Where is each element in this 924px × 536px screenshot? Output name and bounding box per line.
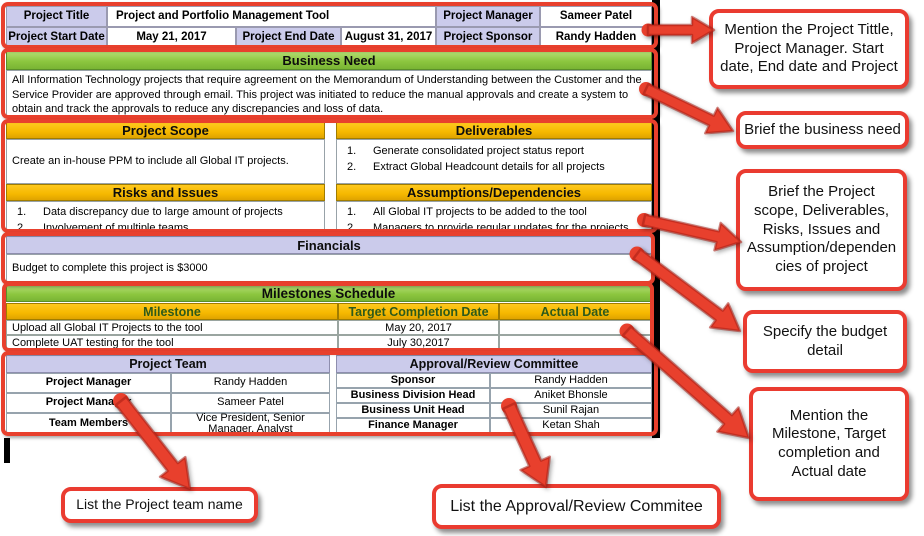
- project-title-label: Project Title: [6, 6, 107, 27]
- actual-date-cell: [499, 335, 651, 350]
- list-item: 1. All Global IT projects to be added to …: [347, 206, 587, 218]
- start-date-value: May 21, 2017: [107, 27, 236, 48]
- committee-role-cell: Business Division Head: [336, 388, 490, 403]
- actual-date-cell: [499, 320, 651, 335]
- committee-header: Approval/Review Committee: [336, 355, 652, 373]
- risks-list: 1. Data discrepancy due to large amount o…: [6, 201, 325, 234]
- list-item: 1. Data discrepancy due to large amount o…: [17, 206, 283, 218]
- list-item: 1. Generate consolidated project status r…: [347, 145, 584, 157]
- list-item: 2. Extract Global Headcount details for a…: [347, 160, 605, 173]
- team-name-cell: Vice President, Senior Manager, Analyst: [171, 412, 330, 435]
- project-title-value: Project and Portfolio Management Tool: [107, 6, 436, 27]
- committee-role-cell: Business Unit Head: [336, 403, 490, 418]
- sponsor-value: Randy Hadden: [540, 27, 652, 48]
- project-scope-text: Create an in-house PPM to include all Gl…: [6, 139, 325, 184]
- start-date-label: Project Start Date: [6, 27, 107, 48]
- team-role-cell: Team Members: [6, 413, 171, 435]
- committee-name-cell: Aniket Bhonsle: [490, 388, 652, 403]
- committee-name-cell: Sunil Rajan: [490, 403, 652, 418]
- team-role-cell: Project Manager: [6, 373, 171, 393]
- risks-header: Risks and Issues: [6, 184, 325, 201]
- team-name-cell: Randy Hadden: [171, 373, 330, 393]
- assumptions-header: Assumptions/Dependencies: [336, 184, 652, 201]
- team-role-cell: Project Manager: [6, 393, 171, 413]
- project-charter-document: Project Title Project and Portfolio Mana…: [4, 0, 660, 463]
- committee-role-cell: Finance Manager: [336, 418, 490, 434]
- list-item: 2. Managers to provide regular updates fo…: [347, 221, 629, 234]
- callout-budget: Specify the budget detail: [743, 310, 907, 373]
- project-manager-value: Sameer Patel: [540, 6, 652, 27]
- team-name-cell: Sameer Patel: [171, 393, 330, 413]
- project-team-header: Project Team: [6, 355, 330, 373]
- callout-business-need: Brief the business need: [736, 111, 909, 149]
- committee-name-cell: Ketan Shah: [490, 418, 652, 434]
- committee-role-cell: Sponsor: [336, 373, 490, 388]
- target-date-cell: May 20, 2017: [338, 320, 499, 335]
- project-scope-header: Project Scope: [6, 122, 325, 139]
- assumptions-list: 1. All Global IT projects to be added to …: [336, 201, 652, 234]
- committee-name-cell: Randy Hadden: [490, 373, 652, 388]
- callout-header-info: Mention the Project Tittle, Project Mana…: [709, 9, 909, 89]
- callout-sections: Brief the Project scope, Deliverables, R…: [736, 169, 907, 291]
- target-date-col-header: Target Completion Date: [338, 303, 499, 320]
- business-need-text: All Information Technology projects that…: [6, 70, 652, 117]
- callout-project-team: List the Project team name: [61, 487, 258, 523]
- callout-milestones: Mention the Milestone, Target completion…: [749, 387, 909, 501]
- milestone-col-header: Milestone: [6, 303, 338, 320]
- callout-committee: List the Approval/Review Commitee: [432, 484, 721, 529]
- slide-edge-shadow: [652, 0, 660, 438]
- slide-edge-shadow: [4, 438, 10, 463]
- deliverables-list: 1. Generate consolidated project status r…: [336, 139, 652, 184]
- business-need-header: Business Need: [6, 51, 652, 70]
- sponsor-label: Project Sponsor: [436, 27, 540, 48]
- financials-text: Budget to complete this project is $3000: [6, 254, 652, 282]
- end-date-value: August 31, 2017: [341, 27, 436, 48]
- end-date-label: Project End Date: [236, 27, 341, 48]
- financials-header: Financials: [6, 236, 652, 254]
- deliverables-header: Deliverables: [336, 122, 652, 139]
- list-item: 2. Involvement of multiple teams: [17, 221, 189, 234]
- milestone-cell: Complete UAT testing for the tool: [6, 335, 338, 350]
- milestone-cell: Upload all Global IT Projects to the too…: [6, 320, 338, 335]
- target-date-cell: July 30,2017: [338, 335, 499, 350]
- milestones-header: Milestones Schedule: [6, 285, 651, 302]
- actual-date-col-header: Actual Date: [499, 303, 651, 320]
- project-manager-label: Project Manager: [436, 6, 540, 27]
